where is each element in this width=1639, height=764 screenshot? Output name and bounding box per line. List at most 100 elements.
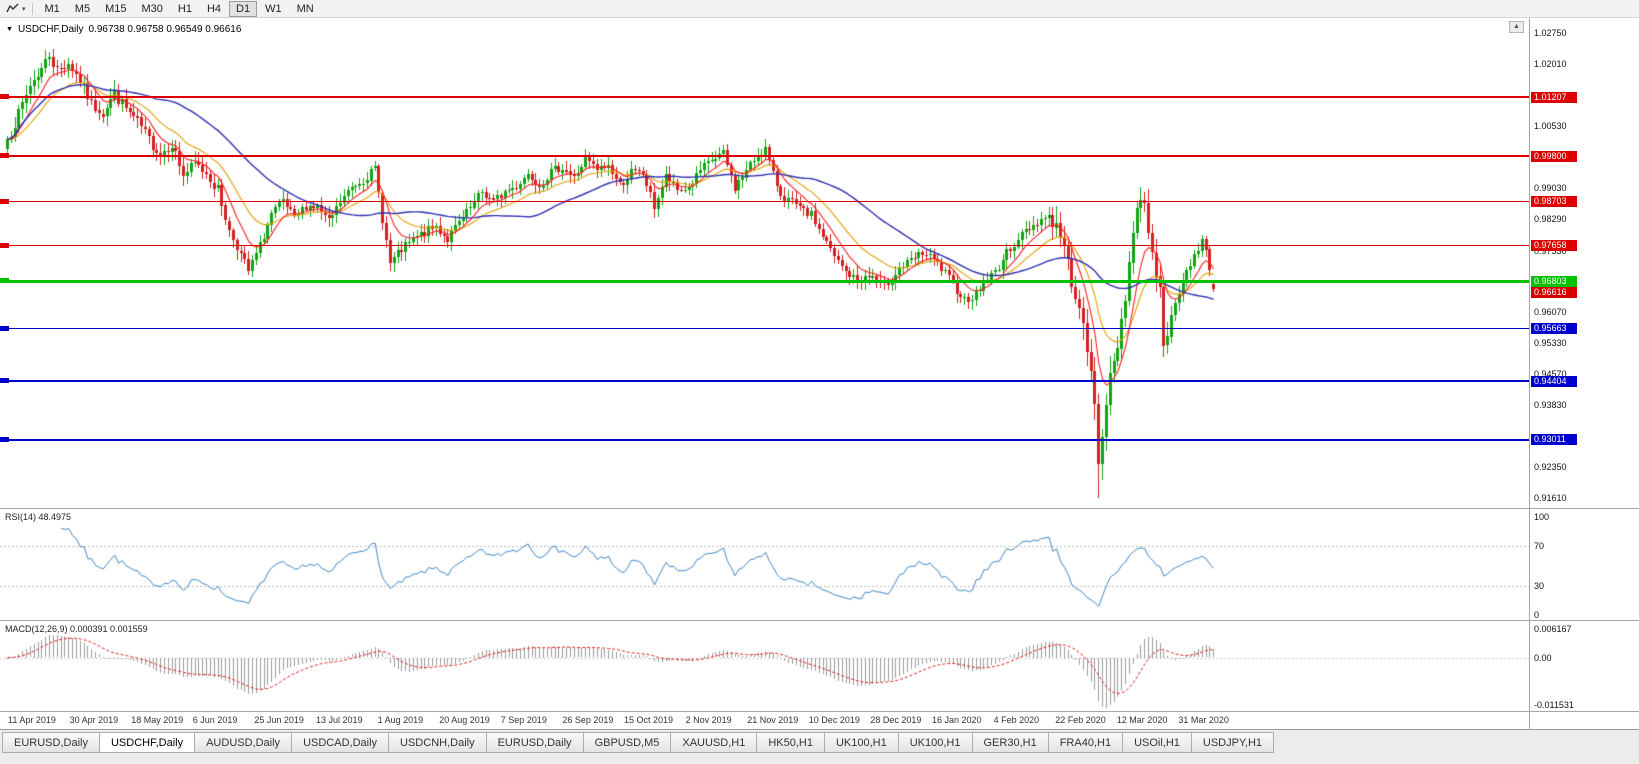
chart-tab-eurusd-daily[interactable]: EURUSD,Daily <box>485 732 583 753</box>
date-axis-label: 18 May 2019 <box>131 715 184 725</box>
price-line-label-0.95663: 0.95663 <box>1531 323 1577 335</box>
chart-tab-eurusd-daily[interactable]: EURUSD,Daily <box>2 732 99 753</box>
price-line-label-0.97658: 0.97658 <box>1531 240 1577 252</box>
chart-tab-uk100-h1[interactable]: UK100,H1 <box>823 732 898 753</box>
chart-title: ▼ USDCHF,Daily 0.96738 0.96758 0.96549 0… <box>6 24 241 35</box>
price-axis-tick: 1.02010 <box>1534 58 1567 69</box>
horizontal-line-0.97658[interactable] <box>0 245 1529 247</box>
pane-separator-rsi[interactable] <box>0 508 1639 509</box>
timeframe-button-h1[interactable]: H1 <box>177 2 192 15</box>
chart-symbol-period: USDCHF,Daily <box>17 24 84 35</box>
date-axis-label: 10 Dec 2019 <box>808 715 860 725</box>
timeframe-button-m30[interactable]: M30 <box>141 2 163 15</box>
timeframe-button-w1[interactable]: W1 <box>265 2 282 15</box>
horizontal-line-0.95663[interactable] <box>0 328 1529 330</box>
chart-ohlc-values: 0.96738 0.96758 0.96549 0.96616 <box>88 24 242 35</box>
rsi-axis-tick: 30 <box>1534 580 1545 591</box>
date-axis-label: 28 Dec 2019 <box>870 715 922 725</box>
timeframe-button-h4[interactable]: H4 <box>206 2 222 15</box>
chart-tab-usdjpy-h1[interactable]: USDJPY,H1 <box>1190 732 1275 753</box>
timeframe-button-d1[interactable]: D1 <box>229 0 258 17</box>
horizontal-line-1.01207[interactable] <box>0 96 1529 99</box>
price-line-label-1.01207: 1.01207 <box>1531 91 1577 103</box>
chart-tab-hk50-h1[interactable]: HK50,H1 <box>756 732 824 753</box>
date-axis-label: 13 Jul 2019 <box>316 715 363 725</box>
date-axis-label: 21 Nov 2019 <box>747 715 799 725</box>
chart-tab-gbpusd-m5[interactable]: GBPUSD,M5 <box>582 732 671 753</box>
price-line-label-0.96803: 0.96803 <box>1531 275 1577 287</box>
horizontal-line-0.93011[interactable] <box>0 438 1529 441</box>
chart-tab-xauusd-h1[interactable]: XAUUSD,H1 <box>670 732 757 753</box>
price-axis-tick: 0.93830 <box>1534 400 1567 411</box>
symbol-marker-icon: ▼ <box>6 26 13 33</box>
date-axis[interactable]: 11 Apr 2019 30 Apr 2019 18 May 2019 6 Jun 2… <box>0 712 1529 729</box>
dropdown-caret-icon[interactable]: ▾ <box>22 5 26 13</box>
macd-axis-tick: 0.006167 <box>1534 624 1572 634</box>
price-line-label-0.93011: 0.93011 <box>1531 434 1577 446</box>
date-axis-label: 4 Feb 2020 <box>993 715 1040 725</box>
current-price-label: 0.96616 <box>1531 286 1577 298</box>
rsi-axis-tick: 70 <box>1534 541 1545 552</box>
price-axis-tick: 1.00530 <box>1534 120 1567 131</box>
macd-label: MACD(12,26,9) 0.000391 0.001559 <box>5 624 148 634</box>
price-axis-tick: 0.99030 <box>1534 183 1567 194</box>
timeframe-button-m5[interactable]: M5 <box>74 2 91 15</box>
price-axis-tick: 0.98290 <box>1534 214 1567 225</box>
price-chart-canvas[interactable] <box>0 18 1529 711</box>
horizontal-line-0.94404[interactable] <box>0 380 1529 383</box>
line-edge-marker <box>0 153 9 159</box>
date-axis-label: 15 Oct 2019 <box>624 715 674 725</box>
date-axis-label: 2 Nov 2019 <box>685 715 732 725</box>
macd-axis-tick: 0.00 <box>1534 652 1552 663</box>
rsi-label: RSI(14) 48.4975 <box>5 512 72 522</box>
timeframe-buttons: M1 M5 M15 M30 H1 H4 D1 W1 MN <box>38 0 321 17</box>
timeframe-toolbar: ▾ M1 M5 M15 M30 H1 H4 D1 W1 MN <box>0 0 1639 18</box>
date-axis-label: 30 Apr 2019 <box>69 715 119 725</box>
chart-tab-usdcnh-daily[interactable]: USDCNH,Daily <box>388 732 486 753</box>
price-axis-border <box>1529 18 1530 729</box>
chart-tab-usdcad-daily[interactable]: USDCAD,Daily <box>291 732 389 753</box>
rsi-axis-tick: 100 <box>1534 512 1550 522</box>
line-edge-marker <box>0 94 9 100</box>
line-edge-marker <box>0 436 9 442</box>
scroll-up-button[interactable]: ▲ <box>1509 21 1524 33</box>
toolbar-separator <box>31 2 33 15</box>
line-edge-marker <box>0 378 9 384</box>
date-axis-label: 12 Mar 2020 <box>1116 715 1168 725</box>
date-axis-label: 20 Aug 2019 <box>439 715 490 725</box>
chart-tab-usdchf-daily[interactable]: USDCHF,Daily <box>98 732 195 753</box>
pane-separator-dates <box>0 711 1639 712</box>
chart-tab-uk100-h1[interactable]: UK100,H1 <box>897 732 972 753</box>
date-axis-label: 1 Aug 2019 <box>377 715 424 725</box>
pane-separator-macd[interactable] <box>0 620 1639 621</box>
line-edge-marker <box>0 325 9 331</box>
chart-tab-audusd-daily[interactable]: AUDUSD,Daily <box>194 732 292 753</box>
price-axis[interactable]: 1.027501.020101.005300.990300.982900.975… <box>1530 18 1639 711</box>
rsi-axis-tick: 0 <box>1534 610 1540 620</box>
price-axis-tick: 0.96070 <box>1534 306 1567 317</box>
price-axis-tick: 0.91610 <box>1534 493 1567 503</box>
horizontal-line-0.99800[interactable] <box>0 155 1529 158</box>
chart-tab-usoil-h1[interactable]: USOil,H1 <box>1122 732 1191 753</box>
price-axis-tick: 0.95330 <box>1534 337 1567 348</box>
date-axis-label: 25 Jun 2019 <box>254 715 304 725</box>
chart-tab-ger30-h1[interactable]: GER30,H1 <box>971 732 1048 753</box>
date-axis-label: 16 Jan 2020 <box>932 715 982 725</box>
horizontal-line-0.98703[interactable] <box>0 201 1529 203</box>
price-line-label-0.98703: 0.98703 <box>1531 196 1577 208</box>
price-axis-tick: 0.94570 <box>1534 369 1567 380</box>
timeframe-button-m1[interactable]: M1 <box>44 2 60 15</box>
line-edge-marker <box>0 242 9 248</box>
date-axis-label: 31 Mar 2020 <box>1178 715 1229 725</box>
date-axis-label: 26 Sep 2019 <box>562 715 614 725</box>
price-axis-tick: 0.92350 <box>1534 462 1567 473</box>
horizontal-line-0.96803[interactable] <box>0 279 1529 283</box>
price-line-label-0.99800: 0.99800 <box>1531 150 1577 162</box>
chart-zigzag-icon[interactable] <box>4 1 22 17</box>
timeframe-button-m15[interactable]: M15 <box>105 2 127 15</box>
chart-tab-fra40-h1[interactable]: FRA40,H1 <box>1047 732 1123 753</box>
timeframe-button-mn[interactable]: MN <box>296 2 314 15</box>
date-axis-label: 6 Jun 2019 <box>192 715 238 725</box>
line-edge-marker <box>0 278 9 284</box>
